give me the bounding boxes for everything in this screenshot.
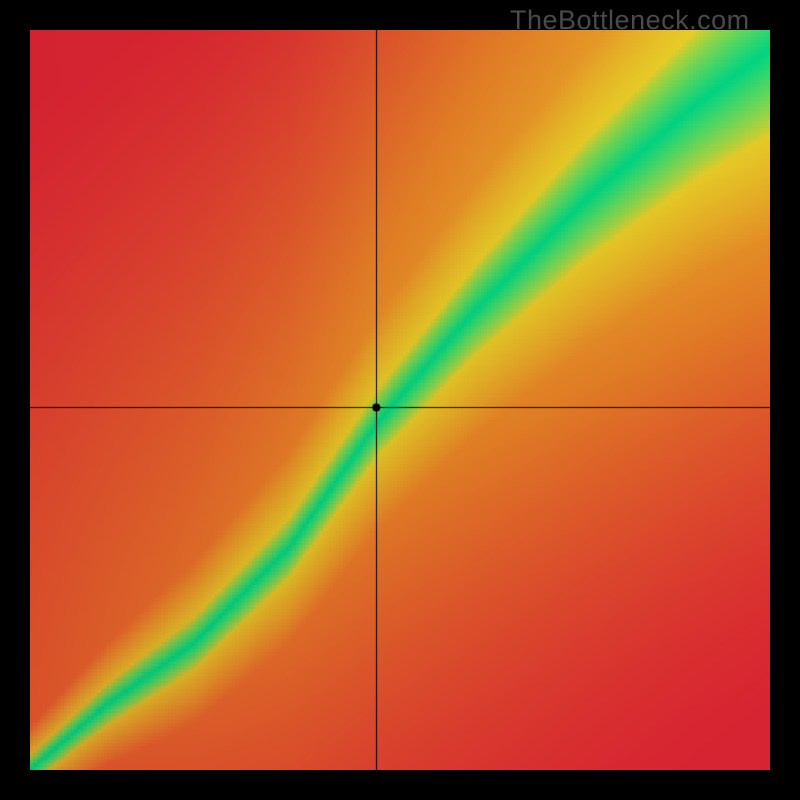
chart-frame: TheBottleneck.com xyxy=(0,0,800,800)
bottleneck-heatmap-canvas xyxy=(30,30,770,770)
watermark-text: TheBottleneck.com xyxy=(510,5,750,36)
